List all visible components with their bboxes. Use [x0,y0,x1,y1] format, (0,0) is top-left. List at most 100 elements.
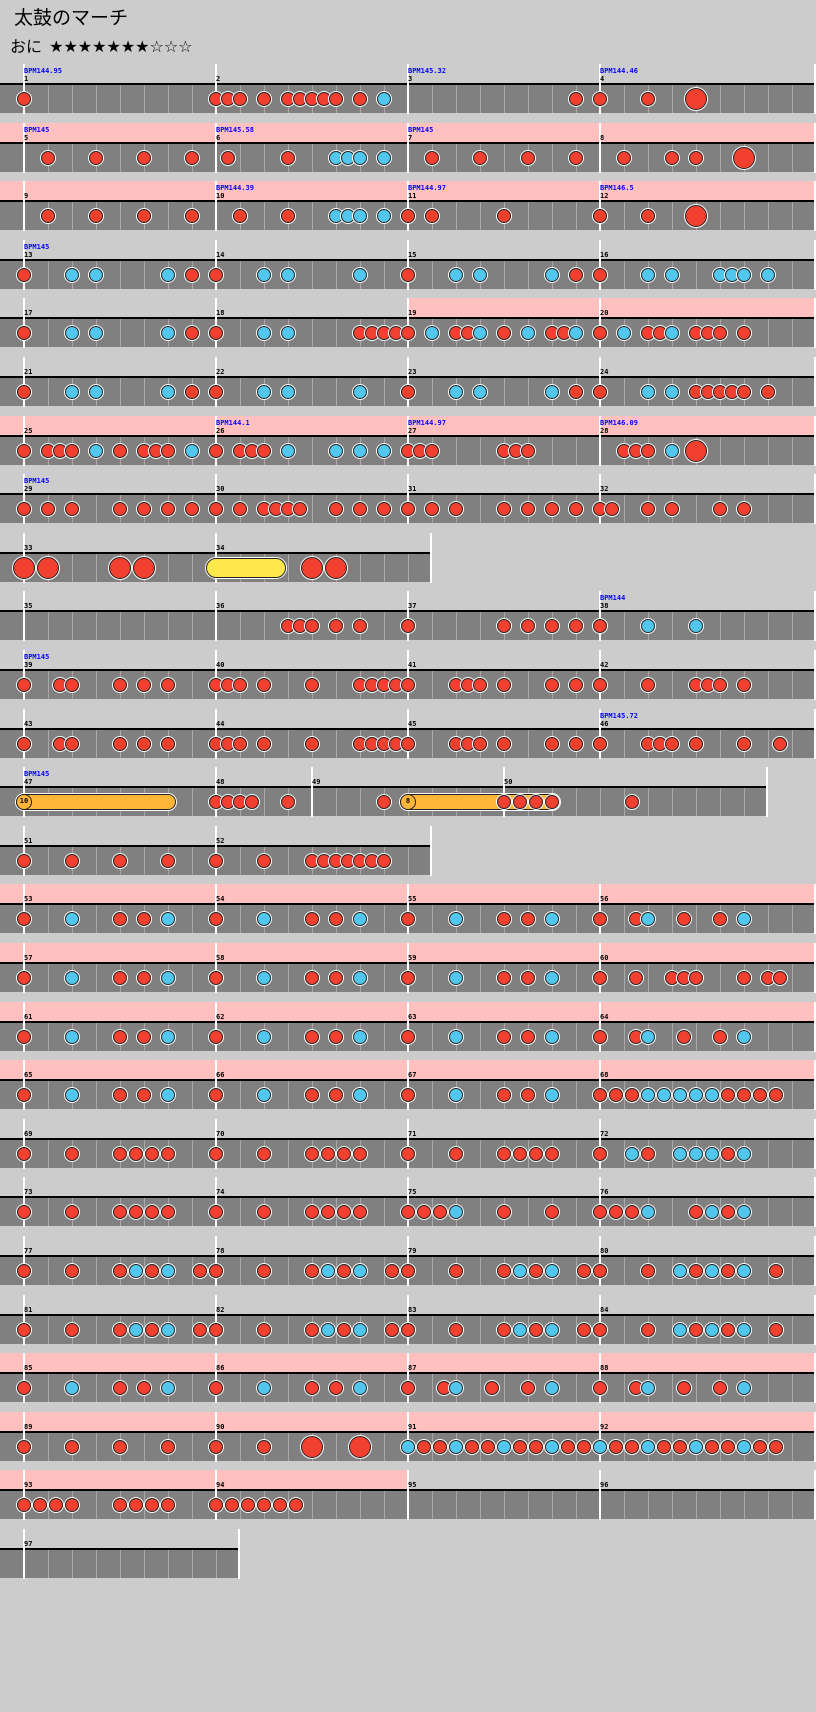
beat-line [624,1198,625,1226]
beat-line [648,144,649,172]
beat-line [624,1491,625,1519]
beat-line [240,1023,241,1051]
don-note [401,1323,415,1337]
chart-row: 29 BPM145 30 31 32 [0,474,816,538]
measure-bar-line [23,826,25,876]
beat-line [192,1550,193,1578]
don-note [193,1264,207,1278]
beat-line [576,1198,577,1226]
beat-line [624,612,625,640]
ka-note [449,912,463,926]
don-note [737,737,751,751]
ka-note [656,1088,671,1102]
measure-bar-line [599,1470,601,1520]
beat-line [48,1374,49,1402]
beat-line [792,905,793,933]
measure-bar-line [215,298,217,348]
don-note [17,854,31,868]
beat-line [768,1081,769,1109]
don-note [305,1030,319,1044]
measure-number: 24 [600,368,609,376]
beat-line [96,1140,97,1168]
beat-line [624,730,625,758]
measure-number: 18 [216,309,225,317]
measure-number: 54 [216,895,225,903]
measure-bar-line [599,357,601,407]
ka-note [353,1323,367,1337]
beat-line [336,378,337,406]
beat-line [288,554,289,582]
beat-line [528,1433,529,1461]
don-note [137,971,151,985]
beat-line [408,847,409,875]
big-don-note [325,557,347,579]
measure-bar-line [814,709,816,759]
measure-number: 14 [216,251,225,259]
measure-number: 31 [408,485,417,493]
difficulty-label: おに [10,37,43,56]
beat-line [624,1257,625,1285]
don-note [113,971,127,985]
don-note [113,854,127,868]
beat-line [384,554,385,582]
beat-line [144,1550,145,1578]
don-note [713,678,727,692]
don-note [713,502,727,516]
measure-bar-line [407,357,409,407]
measure-bar-line [599,1353,601,1403]
measure-number: 76 [600,1188,609,1196]
bpm-label: BPM145 [408,126,434,134]
don-note [569,268,583,282]
don-note [641,1147,655,1161]
measure-number: 63 [408,1013,417,1021]
beat-line [264,788,265,816]
measure-number: 66 [216,1071,225,1079]
measure-number: 61 [24,1013,33,1021]
beat-line [504,261,505,289]
don-note [641,209,655,223]
measure-number: 58 [216,954,225,962]
measure-bar-line [215,1412,217,1462]
beat-line [744,612,745,640]
measure-number: 80 [600,1247,609,1255]
don-note [137,912,151,926]
don-note [721,1440,735,1454]
don-note [113,444,127,458]
measure-bar-line [599,416,601,466]
ka-note [737,1264,751,1278]
ka-note [545,912,559,926]
measure-number: 47 [24,778,33,786]
ka-note [161,1088,175,1102]
don-note [569,737,583,751]
don-note [625,1440,639,1454]
ka-note [377,209,391,223]
don-note [689,151,703,165]
measure-number: 78 [216,1247,225,1255]
measure-number: 72 [600,1130,609,1138]
measure-number: 33 [24,544,33,552]
ka-note [161,1030,175,1044]
measure-number: 79 [408,1247,417,1255]
measure-bar-line [599,298,601,348]
don-note [289,1498,303,1512]
don-note [185,151,199,165]
don-note [113,1030,127,1044]
measure-bar-line [407,591,409,641]
don-note [497,1323,511,1337]
don-note [185,326,199,340]
ka-note [673,1147,687,1161]
measure-bar-line [407,416,409,466]
don-note [641,678,655,692]
beat-line [192,847,193,875]
beat-line [672,1491,673,1519]
ka-note [329,444,343,458]
measure-bar-line [814,357,816,407]
don-note [272,1498,287,1512]
don-note [593,737,607,751]
don-note [569,385,583,399]
beat-line [48,1433,49,1461]
ka-note [617,326,631,340]
don-note [569,151,583,165]
beat-line [240,847,241,875]
measure-bar-line [599,1295,601,1345]
